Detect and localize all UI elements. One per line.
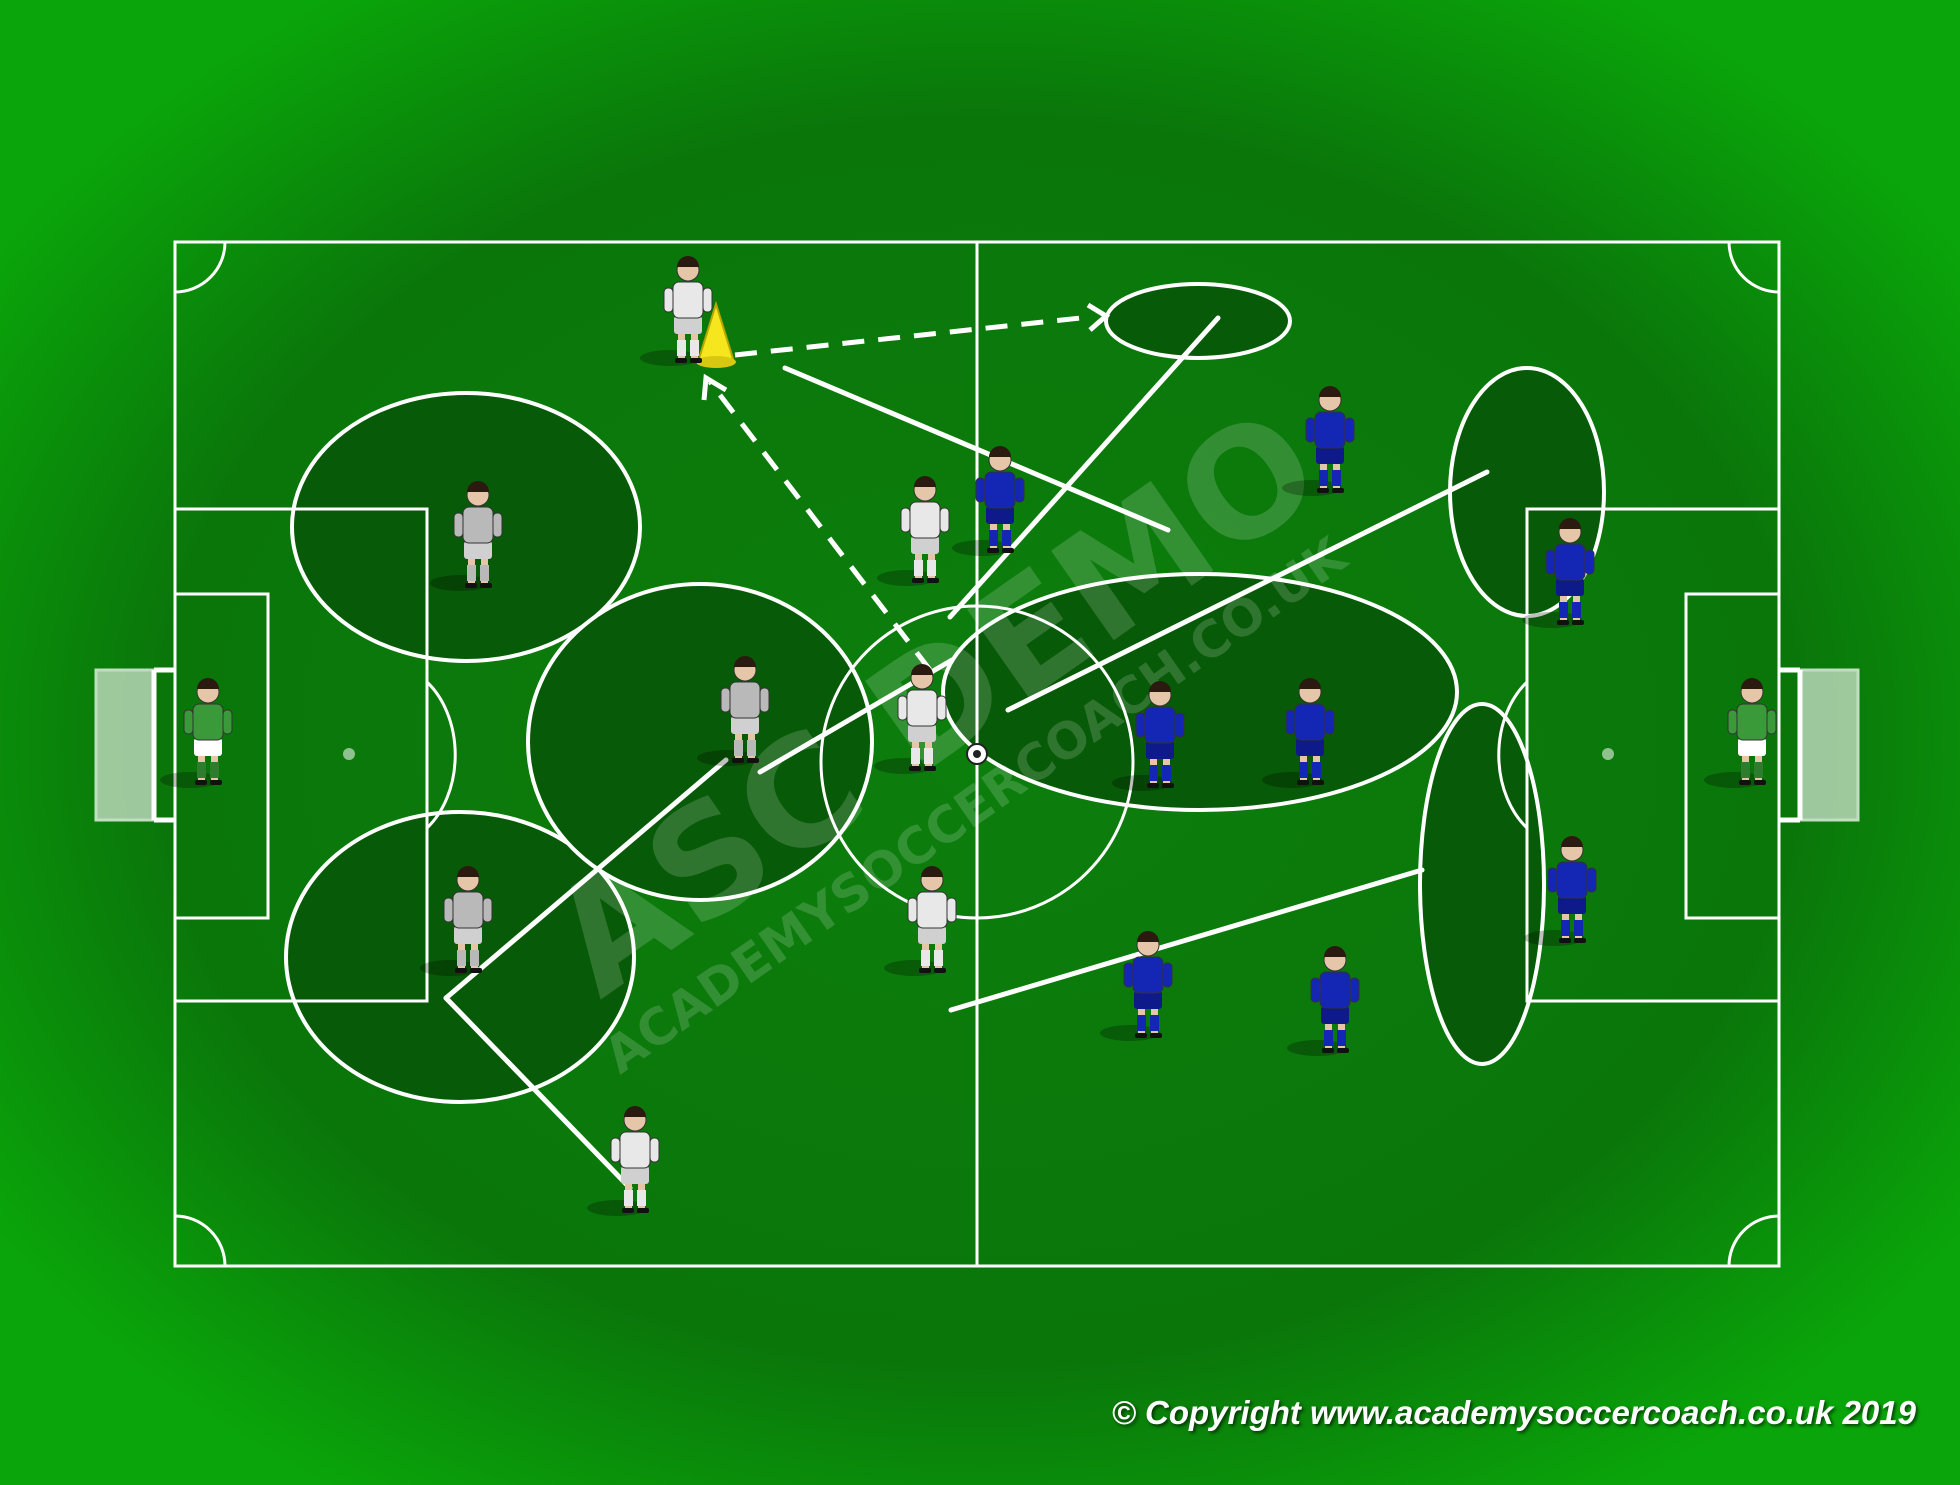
player-blue bbox=[1100, 931, 1173, 1041]
player-grey bbox=[420, 866, 493, 976]
player-white bbox=[587, 1106, 660, 1216]
yellow-cone bbox=[696, 300, 736, 368]
left-goal bbox=[94, 667, 174, 823]
player-blue bbox=[1522, 518, 1595, 628]
player-white bbox=[877, 476, 950, 586]
player-blue bbox=[1282, 386, 1355, 496]
pass-arrowhead bbox=[1086, 302, 1111, 332]
goalkeeper bbox=[160, 678, 233, 788]
player-blue bbox=[952, 446, 1025, 556]
pitch-lines bbox=[173, 240, 1781, 1268]
left-penalty-spot bbox=[343, 748, 355, 760]
player-grey bbox=[697, 656, 770, 766]
player-blue bbox=[1262, 678, 1335, 788]
right-goal bbox=[1780, 667, 1860, 823]
zone-center-left bbox=[526, 582, 874, 902]
zone-top-target bbox=[1104, 282, 1292, 360]
player-blue bbox=[1287, 946, 1360, 1056]
player-white bbox=[640, 256, 713, 366]
player-white bbox=[884, 866, 957, 976]
dashed-arrows bbox=[708, 314, 1091, 672]
goalkeeper bbox=[1704, 678, 1777, 788]
copyright-text: © Copyright www.academysoccercoach.co.uk… bbox=[1111, 1394, 1916, 1431]
right-penalty-spot bbox=[1602, 748, 1614, 760]
players bbox=[160, 256, 1777, 1216]
run-arrow bbox=[708, 380, 932, 672]
zones bbox=[284, 282, 1606, 1104]
soccer-ball bbox=[966, 743, 988, 765]
player-grey bbox=[430, 481, 503, 591]
player-blue bbox=[1524, 836, 1597, 946]
marking-lines bbox=[443, 315, 1490, 1191]
player-white bbox=[874, 664, 947, 774]
run-arrowhead bbox=[701, 373, 728, 401]
player-blue bbox=[1112, 681, 1185, 791]
pass-arrow bbox=[734, 314, 1091, 358]
zone-center-right bbox=[941, 572, 1459, 812]
zone-right-bottom bbox=[1418, 702, 1546, 1066]
